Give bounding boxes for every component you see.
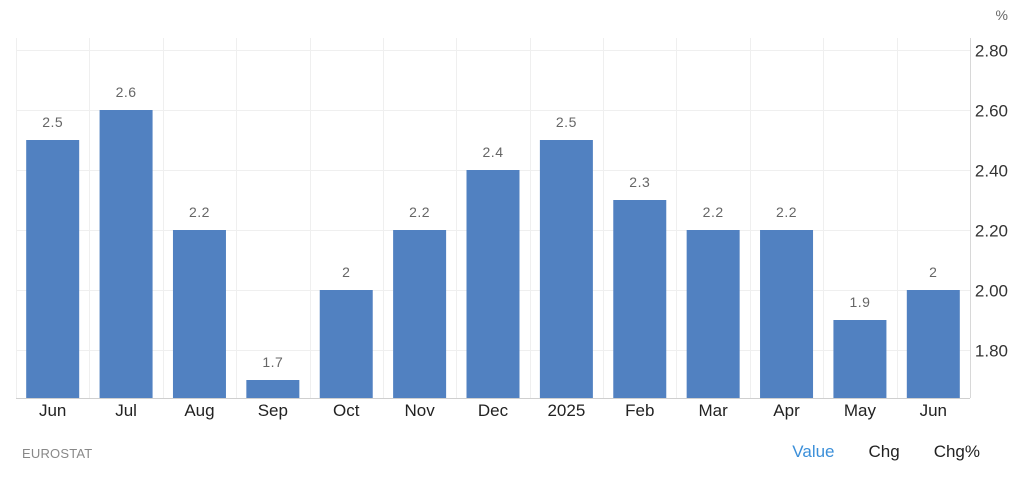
bar-value-label: 2.5 xyxy=(42,114,63,130)
y-unit-label: % xyxy=(996,7,1008,23)
bar xyxy=(172,230,226,398)
bar-value-label: 2 xyxy=(342,264,350,280)
x-tick-label: Sep xyxy=(258,401,288,420)
x-tick-label: Aug xyxy=(184,401,214,420)
bar xyxy=(466,170,520,398)
bar-value-label: 2.2 xyxy=(409,204,430,220)
bar xyxy=(760,230,814,398)
bar xyxy=(686,230,740,398)
x-tick-label: Mar xyxy=(699,401,729,420)
bar-value-label: 1.7 xyxy=(262,354,283,370)
y-tick-label: 2.80 xyxy=(975,42,1008,61)
bar xyxy=(906,290,960,398)
bar-value-label: 2.2 xyxy=(189,204,210,220)
bar xyxy=(26,140,80,398)
bar-value-label: 2.4 xyxy=(483,144,504,160)
bar-value-label: 2.2 xyxy=(703,204,724,220)
bar-value-label: 1.9 xyxy=(849,294,870,310)
y-tick-label: 2.40 xyxy=(975,162,1008,181)
x-tick-label: Oct xyxy=(333,401,360,420)
x-tick-label: Jun xyxy=(920,401,947,420)
x-tick-label: Dec xyxy=(478,401,509,420)
source-label: EUROSTAT xyxy=(22,446,93,461)
bar xyxy=(393,230,447,398)
bar xyxy=(319,290,373,398)
tab-chg-percent[interactable]: Chg% xyxy=(933,442,980,461)
x-tick-label: May xyxy=(844,401,877,420)
x-tick-label: 2025 xyxy=(547,401,585,420)
bar xyxy=(539,140,593,398)
x-tick-label: Feb xyxy=(625,401,654,420)
bar xyxy=(613,200,667,398)
y-tick-label: 1.80 xyxy=(975,342,1008,361)
bar-value-label: 2.3 xyxy=(629,174,650,190)
bar-chart: 1.80 2.00 2.20 2.40 2.60 2.80% 2.5 Jun 2.6 Jul 2.2… xyxy=(16,7,1008,420)
bar xyxy=(246,380,300,398)
x-tick-label: Apr xyxy=(773,401,800,420)
view-tabs: Value Chg Chg% xyxy=(792,442,980,462)
bar xyxy=(99,110,153,398)
bar-value-label: 2.6 xyxy=(116,84,137,100)
bar xyxy=(833,320,887,398)
bar-value-label: 2.2 xyxy=(776,204,797,220)
y-tick-label: 2.20 xyxy=(975,222,1008,241)
y-tick-label: 2.00 xyxy=(975,282,1008,301)
x-tick-label: Jul xyxy=(115,401,137,420)
tab-chg[interactable]: Chg xyxy=(868,442,900,461)
x-tick-label: Nov xyxy=(404,401,435,420)
tab-value[interactable]: Value xyxy=(792,442,835,461)
bar-value-label: 2.5 xyxy=(556,114,577,130)
bar-value-label: 2 xyxy=(929,264,937,280)
x-tick-label: Jun xyxy=(39,401,66,420)
y-tick-label: 2.60 xyxy=(975,102,1008,121)
